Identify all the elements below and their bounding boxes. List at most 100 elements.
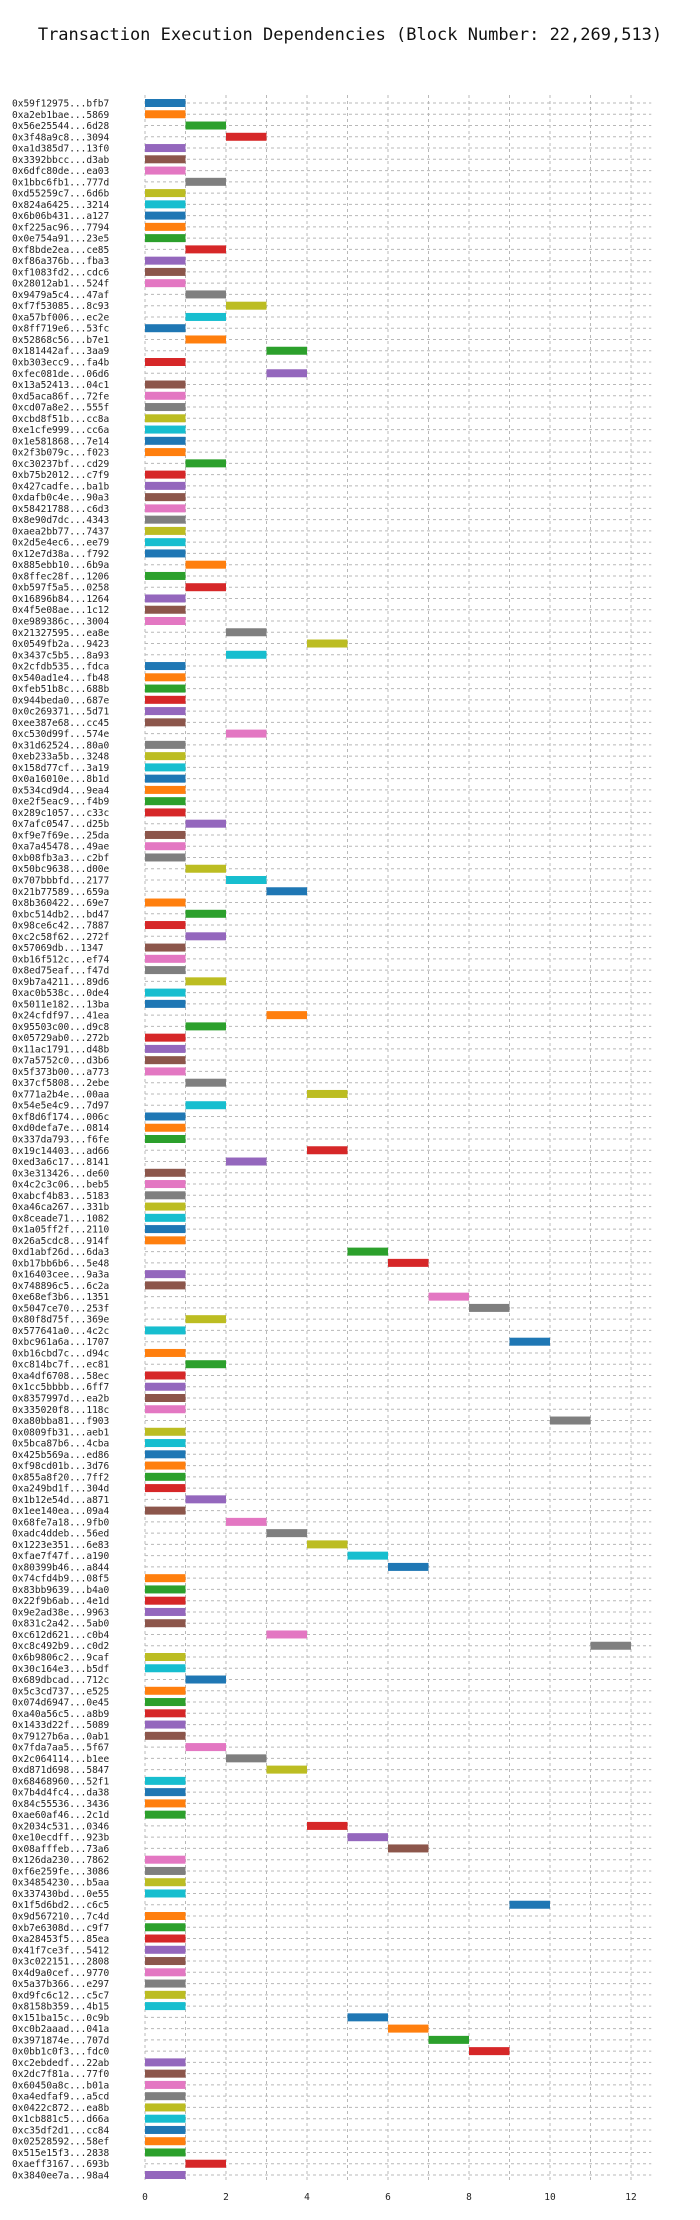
task-bar	[469, 2047, 510, 2056]
task-bar	[145, 1979, 186, 1988]
y-tick-label: 0x95503c00...d9c8	[12, 1022, 110, 1033]
y-tick-label: 0xfae7f47f...a190	[12, 1551, 110, 1562]
task-bar	[145, 211, 186, 220]
task-bar	[145, 493, 186, 502]
y-tick-label: 0x22f9b6ab...4e1d	[12, 1596, 109, 1607]
task-bar	[145, 707, 186, 716]
task-bar	[185, 1022, 226, 1031]
y-tick-label: 0xf6e259fe...3086	[12, 1866, 110, 1877]
y-tick-label: 0x944beda0...687e	[12, 695, 110, 706]
task-bar	[145, 1472, 186, 1481]
y-tick-label: 0x52868c56...b7e1	[12, 335, 110, 346]
task-bar	[145, 1585, 186, 1594]
task-bar	[185, 1315, 226, 1324]
task-bar	[145, 1934, 186, 1943]
task-bar	[145, 189, 186, 198]
y-tick-label: 0xb16f512c...ef74	[12, 954, 110, 965]
task-bar	[185, 1360, 226, 1369]
task-bar	[145, 1439, 186, 1448]
task-bar	[145, 1968, 186, 1977]
y-tick-label: 0xb597f5a5...0258	[12, 583, 110, 594]
task-bar	[145, 571, 186, 580]
x-tick-label: 2	[223, 2192, 229, 2203]
task-bar	[145, 414, 186, 423]
y-tick-label: 0xc30237bf...cd29	[12, 459, 110, 470]
task-bar	[145, 1866, 186, 1875]
y-tick-label: 0x41f7ce3f...5412	[12, 1945, 109, 1956]
y-tick-label: 0x84c55536...3436	[12, 1799, 110, 1810]
task-bar	[226, 628, 267, 637]
y-tick-label: 0xee387e68...cc45	[12, 718, 109, 729]
task-bar	[145, 155, 186, 164]
task-bar	[145, 1731, 186, 1740]
y-tick-label: 0x1bbc6fb1...777d	[12, 177, 109, 188]
grid-lines	[144, 95, 652, 2183]
y-tick-label: 0xfec081de...06d6	[12, 369, 110, 380]
task-bar	[145, 1788, 186, 1797]
task-bar	[469, 1303, 510, 1312]
y-tick-label: 0xf7f53085...8c93	[12, 301, 109, 312]
task-bar	[388, 1258, 429, 1267]
y-tick-label: 0x9e2ad38e...9963	[12, 1607, 109, 1618]
y-tick-label: 0x0c269371...5d71	[12, 707, 110, 718]
task-bar	[185, 977, 226, 986]
y-tick-label: 0x855a8f20...7ff2	[12, 1472, 109, 1483]
y-tick-label: 0x5011e182...13ba	[12, 999, 109, 1010]
task-bar	[185, 864, 226, 873]
task-bar	[145, 2058, 186, 2067]
task-bar	[388, 1844, 429, 1853]
y-tick-label: 0x60450a8c...b01a	[12, 2080, 109, 2091]
y-tick-label: 0x4d9a0cef...9770	[12, 1968, 110, 1979]
y-tick-label: 0x8158b359...4b15	[12, 2002, 109, 2013]
task-bar	[145, 1461, 186, 1470]
task-bar	[145, 943, 186, 952]
task-bar	[145, 538, 186, 547]
y-tick-label: 0x54e5e4c9...7d97	[12, 1101, 109, 1112]
task-bar	[145, 1653, 186, 1661]
y-tick-label: 0x80f8d75f...369e	[12, 1315, 110, 1326]
y-tick-label: 0xabcf4b83...5183	[12, 1191, 109, 1202]
y-tick-label: 0xe10ecdff...923b	[12, 1833, 110, 1844]
task-bar	[185, 583, 226, 592]
task-bar	[145, 1990, 186, 1999]
task-bar	[145, 1135, 186, 1143]
task-bar	[226, 301, 267, 310]
task-bar	[145, 594, 186, 603]
task-bar	[307, 1089, 348, 1098]
y-tick-label: 0xe989386c...3004	[12, 617, 110, 628]
y-tick-label: 0x824a6425...3214	[12, 200, 110, 211]
task-bar	[145, 2069, 186, 2078]
y-tick-label: 0x31d62524...80a0	[12, 740, 110, 751]
y-tick-label: 0x9b7a4211...89d6	[12, 977, 110, 988]
y-tick-label: 0x689dbcad...712c	[12, 1675, 109, 1686]
y-tick-label: 0x831c2a42...5ab0	[12, 1619, 110, 1630]
y-tick-label: 0xf8d6f174...006c	[12, 1112, 109, 1123]
task-bar	[226, 1754, 267, 1763]
task-bar	[145, 1664, 186, 1673]
y-tick-label: 0xa2eb1bae...5869	[12, 110, 110, 121]
task-bar	[145, 470, 186, 479]
y-tick-label: 0xdafb0c4e...90a3	[12, 493, 109, 504]
y-tick-label: 0x37cf5808...2ebe	[12, 1078, 110, 1089]
task-bar	[145, 1270, 186, 1279]
y-tick-label: 0x707bbbfd...2177	[12, 876, 109, 887]
task-bar	[145, 1709, 186, 1718]
x-tick-label: 6	[385, 2192, 391, 2203]
task-bar	[185, 2159, 226, 2168]
task-bar	[145, 954, 186, 963]
task-bar	[145, 1889, 186, 1898]
task-bar	[185, 1101, 226, 1110]
y-tick-label: 0x68fe7a18...9fb0	[12, 1517, 110, 1528]
y-tick-label: 0xc814bc7f...ec81	[12, 1360, 110, 1371]
y-tick-label: 0x074d6947...0e45	[12, 1698, 109, 1709]
task-bar	[185, 290, 226, 299]
task-bar	[307, 639, 348, 648]
task-bar	[145, 2103, 186, 2112]
y-tick-label: 0x5bca87b6...4cba	[12, 1439, 109, 1450]
task-bar	[145, 267, 186, 276]
y-tick-label: 0x3437c5b5...8a93	[12, 650, 109, 661]
task-bar	[145, 1810, 186, 1819]
y-tick-label: 0xb7e6308d...c9f7	[12, 1923, 109, 1934]
y-tick-label: 0x74cfd4b9...08f5	[12, 1574, 109, 1585]
y-tick-label: 0x50bc9638...d00e	[12, 864, 110, 875]
